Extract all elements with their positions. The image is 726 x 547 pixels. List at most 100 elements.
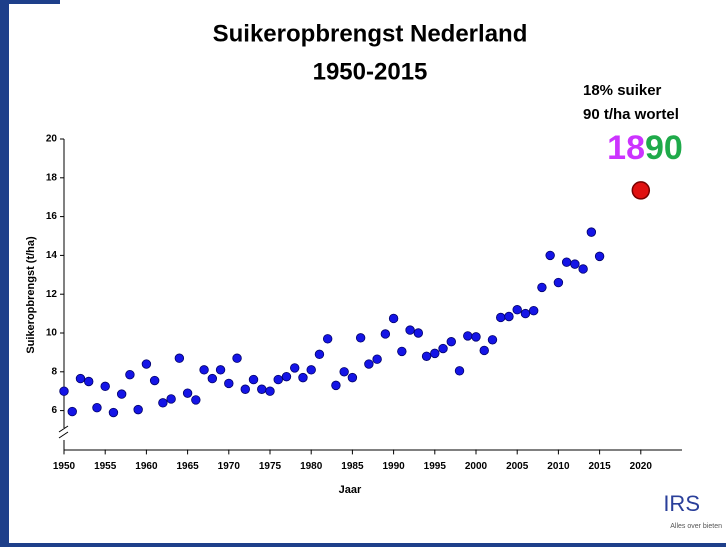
data-point <box>290 364 299 373</box>
x-tick-label: 1960 <box>135 461 158 472</box>
annotation-part: 90 <box>645 129 683 167</box>
data-point <box>447 337 456 346</box>
y-axis-title: Suikeropbrengst (t/ha) <box>25 236 37 354</box>
data-point <box>192 396 201 405</box>
data-point <box>323 335 332 344</box>
data-point <box>381 330 390 339</box>
x-tick-label: 1995 <box>424 461 447 472</box>
slide: Suikeropbrengst Nederland 1950-2015 18% … <box>0 0 726 547</box>
y-tick-label: 10 <box>46 328 58 339</box>
data-point <box>488 335 497 344</box>
data-point <box>249 375 258 384</box>
data-point <box>266 387 275 396</box>
data-point <box>183 389 192 398</box>
logo-text: IRS <box>663 491 700 516</box>
data-point <box>398 347 407 356</box>
data-point <box>373 355 382 364</box>
data-point <box>562 258 571 267</box>
x-tick-label: 2010 <box>547 461 570 472</box>
data-point <box>225 379 234 388</box>
y-tick-label: 12 <box>46 289 58 300</box>
data-point <box>422 352 431 361</box>
chart-title: Suikeropbrengst Nederland <box>213 20 528 47</box>
data-point <box>505 312 514 321</box>
y-tick-label: 8 <box>51 366 57 377</box>
data-point <box>126 370 135 379</box>
data-point <box>282 372 291 381</box>
data-point <box>159 399 168 408</box>
x-tick-label: 2000 <box>465 461 488 472</box>
data-point <box>76 374 85 383</box>
data-point <box>455 367 464 376</box>
data-point <box>315 350 324 359</box>
data-point <box>150 376 159 385</box>
data-point <box>274 375 283 384</box>
x-axis-title: Jaar <box>339 484 362 496</box>
annotation-number: 1890 <box>607 129 683 167</box>
data-point <box>93 403 102 412</box>
data-point <box>579 265 588 274</box>
highlight-point <box>632 182 649 199</box>
data-point <box>241 385 250 394</box>
annotation: 18% suiker <box>583 82 662 99</box>
data-point <box>414 329 423 338</box>
x-tick-label: 1955 <box>94 461 117 472</box>
data-point <box>571 260 580 269</box>
data-point <box>587 228 596 237</box>
x-tick-label: 1990 <box>382 461 405 472</box>
data-point <box>175 354 184 363</box>
y-tick-label: 14 <box>46 250 58 261</box>
data-point <box>142 360 151 369</box>
data-point <box>117 390 126 399</box>
x-tick-label: 2015 <box>588 461 611 472</box>
data-point <box>299 373 308 382</box>
data-point <box>340 368 349 377</box>
data-point <box>233 354 242 363</box>
data-point <box>332 381 341 390</box>
y-tick-label: 16 <box>46 211 58 222</box>
left-border <box>0 0 9 547</box>
top-border <box>0 0 60 4</box>
x-tick-label: 1985 <box>341 461 364 472</box>
x-tick-label: 1965 <box>176 461 199 472</box>
data-point <box>365 360 374 369</box>
data-point <box>208 374 217 383</box>
y-tick-label: 18 <box>46 172 58 183</box>
logo-tagline: Alles over bieten <box>670 523 722 530</box>
data-point <box>538 283 547 292</box>
bottom-border <box>0 543 726 547</box>
data-point <box>307 366 316 375</box>
x-tick-label: 1980 <box>300 461 323 472</box>
y-tick-label: 6 <box>51 405 57 416</box>
data-point <box>167 395 176 404</box>
data-point <box>134 405 143 414</box>
data-point <box>257 385 266 394</box>
annotation: 90 t/ha wortel <box>583 106 679 123</box>
x-tick-label: 1970 <box>218 461 241 472</box>
data-point <box>439 344 448 353</box>
data-point <box>101 382 110 391</box>
data-point <box>554 278 563 287</box>
data-point <box>348 373 357 382</box>
data-point <box>480 346 489 355</box>
x-tick-label: 2005 <box>506 461 529 472</box>
data-point <box>472 333 481 342</box>
data-point <box>431 349 440 358</box>
data-point <box>60 387 69 396</box>
data-point <box>463 332 472 341</box>
data-point <box>529 306 538 315</box>
data-point <box>389 314 398 323</box>
y-tick-label: 20 <box>46 134 58 145</box>
x-tick-label: 1950 <box>53 461 76 472</box>
data-point <box>546 251 555 260</box>
data-point <box>216 366 225 375</box>
data-point <box>109 408 118 417</box>
data-point <box>356 334 365 343</box>
x-tick-label: 1975 <box>259 461 282 472</box>
data-point <box>496 313 505 322</box>
chart-title: 1950-2015 <box>313 58 428 85</box>
data-point <box>84 377 93 386</box>
data-point <box>200 366 209 375</box>
data-point <box>68 407 77 416</box>
annotation-part: 18 <box>607 129 645 167</box>
